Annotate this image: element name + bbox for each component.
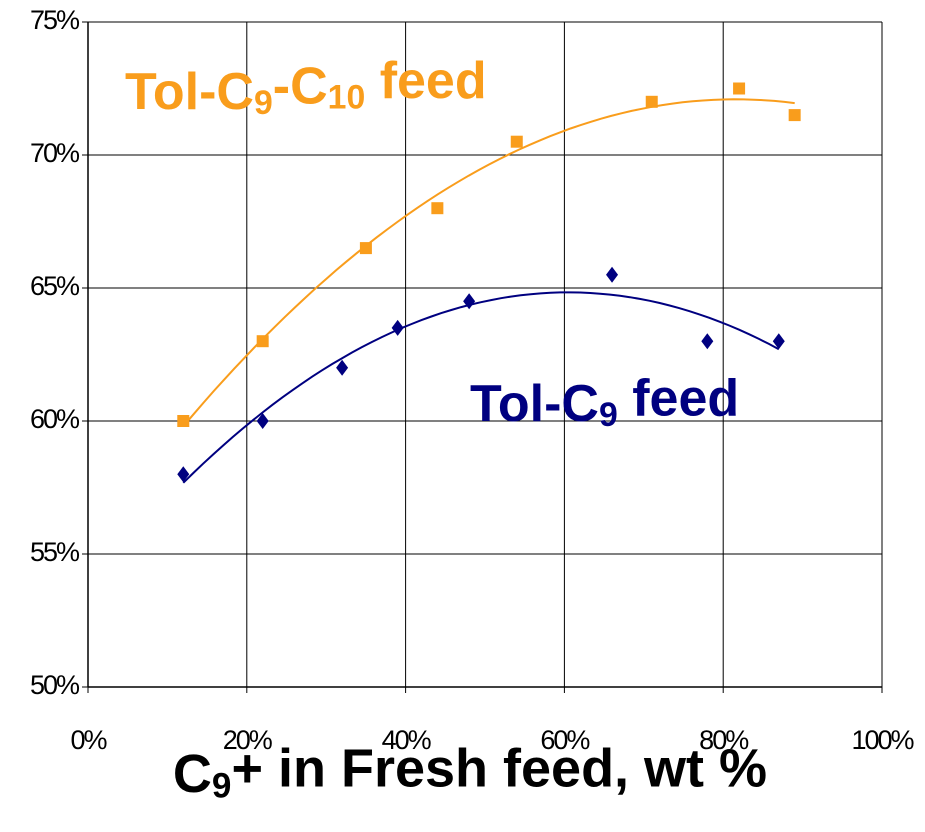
- x-tick-label: 60%: [540, 725, 590, 755]
- x-tick-label: 20%: [223, 725, 273, 755]
- marker: [701, 333, 714, 350]
- marker: [391, 319, 404, 336]
- marker: [772, 333, 785, 350]
- y-tick-label: 50%: [30, 670, 80, 700]
- marker: [431, 202, 444, 215]
- y-tick-label: 55%: [30, 537, 80, 567]
- marker: [463, 293, 476, 310]
- marker: [177, 466, 190, 483]
- marker: [510, 135, 523, 148]
- marker: [733, 82, 746, 95]
- y-tick-label: 70%: [30, 138, 80, 168]
- x-tick-label: 100%: [851, 725, 914, 755]
- x-axis-label: C9+ in Fresh feed, wt %: [173, 739, 767, 806]
- y-tick-label: 75%: [30, 5, 80, 35]
- trendline: [182, 291, 780, 484]
- y-tick-label: 60%: [30, 404, 80, 434]
- marker: [256, 413, 269, 429]
- marker: [606, 266, 619, 283]
- marker: [359, 242, 372, 255]
- marker: [788, 109, 801, 122]
- marker: [177, 415, 190, 427]
- x-tick-label: 40%: [382, 725, 432, 755]
- y-tick-label: 65%: [30, 271, 80, 301]
- marker: [336, 359, 349, 376]
- series-label: Tol-C9-C10 feed: [125, 52, 487, 122]
- marker: [645, 95, 658, 108]
- x-tick-label: 80%: [699, 725, 749, 755]
- series-label: Tol-C9 feed: [470, 369, 739, 434]
- x-tick-label: 0%: [70, 725, 107, 755]
- marker: [256, 335, 269, 348]
- trendline: [182, 98, 795, 427]
